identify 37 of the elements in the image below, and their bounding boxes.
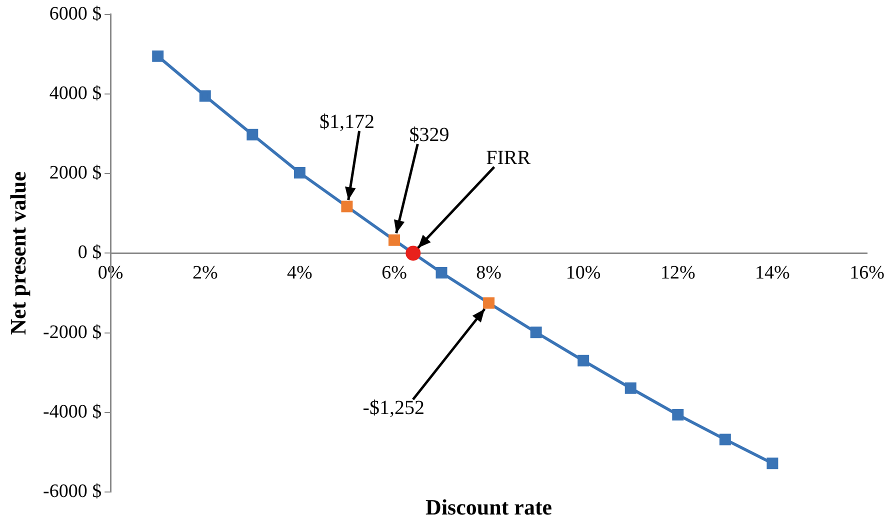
point [341, 200, 353, 212]
annotation: $329 [409, 124, 450, 146]
x-tick-label: 2% [192, 262, 218, 284]
x-tick-label: 0% [98, 262, 124, 284]
y-tick-label: 2000 $ [49, 162, 102, 184]
y-tick-label: 6000 $ [49, 3, 102, 24]
annotation: -$1,252 [362, 397, 424, 420]
x-tick-label: 14% [755, 262, 790, 284]
y-tick-label: -2000 $ [43, 322, 102, 343]
point [199, 90, 211, 102]
x-tick-label: 12% [660, 262, 696, 284]
point [294, 167, 306, 179]
annotation: FIRR [486, 147, 531, 170]
y-tick-label: -6000 $ [43, 480, 102, 502]
point [436, 266, 448, 278]
annotation: $1,172 [319, 110, 374, 133]
x-axis-title: Discount rate [426, 494, 552, 520]
x-tick-label: 16% [850, 262, 885, 284]
y-tick-label: 4000 $ [49, 82, 102, 104]
point [672, 409, 684, 421]
point [719, 434, 731, 446]
y-tick-label: -4000 $ [43, 401, 102, 422]
x-tick-label: 6% [382, 262, 408, 284]
point [530, 326, 542, 338]
x-tick-label: 8% [476, 262, 502, 284]
point [483, 297, 495, 309]
x-tick-label: 4% [287, 262, 313, 284]
point [388, 234, 400, 246]
point [766, 458, 778, 470]
y-axis-title: Net present value [6, 171, 31, 335]
point [246, 128, 258, 140]
point [624, 382, 636, 394]
y-tick-label: 0 $ [78, 242, 102, 264]
point [578, 354, 590, 366]
x-tick-label: 10% [566, 262, 601, 284]
point [406, 246, 421, 261]
point [152, 50, 164, 62]
